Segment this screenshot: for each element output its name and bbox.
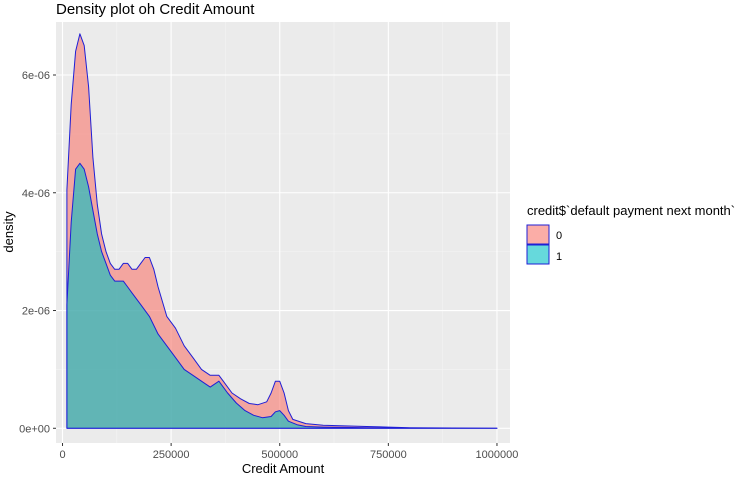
x-axis: 0 250000 500000 750000 1000000 bbox=[59, 443, 518, 461]
legend-title: credit$`default payment next month` bbox=[527, 203, 735, 218]
density-area-1 bbox=[66, 162, 498, 429]
grid-layer bbox=[56, 22, 510, 443]
x-tick-label: 0 bbox=[59, 449, 65, 461]
series-layer bbox=[66, 33, 498, 429]
y-axis-title: density bbox=[1, 211, 16, 253]
density-area-0 bbox=[66, 33, 498, 429]
legend-key-1 bbox=[526, 244, 550, 265]
x-tick-label: 500000 bbox=[261, 449, 298, 461]
legend-key-0 bbox=[526, 224, 550, 245]
y-tick-label: 2e-06 bbox=[22, 306, 50, 318]
y-tick-label: 0e+00 bbox=[19, 423, 50, 435]
x-axis-title: Credit Amount bbox=[242, 461, 325, 476]
x-tick-label: 250000 bbox=[153, 449, 190, 461]
y-axis: 0e+00 2e-06 4e-06 6e-06 bbox=[19, 70, 56, 435]
legend-label-0: 0 bbox=[556, 230, 562, 242]
x-tick-label: 1000000 bbox=[476, 449, 519, 461]
legend: credit$`default payment next month` 0 1 bbox=[526, 203, 735, 265]
chart-title: Density plot oh Credit Amount bbox=[56, 1, 255, 18]
legend-label-1: 1 bbox=[556, 251, 562, 263]
x-tick-label: 750000 bbox=[370, 449, 407, 461]
y-tick-label: 4e-06 bbox=[22, 188, 50, 200]
y-tick-label: 6e-06 bbox=[22, 70, 50, 82]
